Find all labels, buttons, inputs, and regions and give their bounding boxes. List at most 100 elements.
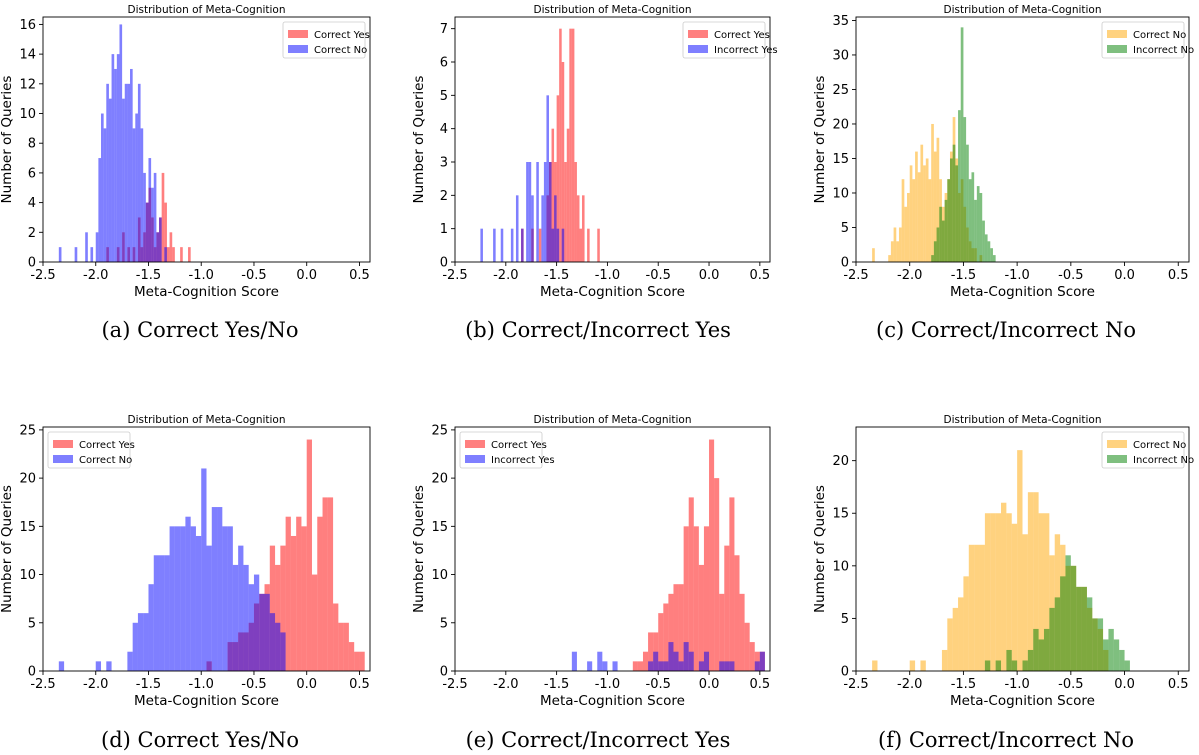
histogram-bar xyxy=(1038,513,1044,671)
histogram-bar xyxy=(248,584,254,671)
legend: Correct No Incorrect No xyxy=(1101,21,1194,59)
histogram-bar xyxy=(1033,628,1039,671)
histogram-bar xyxy=(554,195,557,262)
histogram-bar xyxy=(724,545,730,671)
x-tick-label: -1.5 xyxy=(136,268,161,283)
x-axis-label: Meta-Cognition Score xyxy=(540,284,685,300)
histogram-bar xyxy=(1011,660,1018,671)
histogram-bar xyxy=(95,661,102,671)
y-tick-label: 25 xyxy=(431,423,448,438)
x-tick-label: 0.0 xyxy=(296,677,317,692)
legend: Correct No Incorrect No xyxy=(1101,431,1194,469)
histogram-bar xyxy=(1006,649,1012,671)
x-tick-label: -2.5 xyxy=(843,268,868,283)
histogram-bar xyxy=(116,54,120,262)
histogram-bar xyxy=(569,28,572,262)
chart-panel-4: -2.5 -2.0 -1.5 -1.0 -0.5 0.0 0.5 0 5 10 15 20 25 Dist… xyxy=(411,414,771,709)
axes-frame xyxy=(42,426,371,672)
histogram-bar xyxy=(275,564,281,671)
chart-panel-0: -2.5 -2.0 -1.5 -1.0 -0.5 0.0 0.5 0 2 4 6 8 10 12 14 16 D… xyxy=(0,4,371,300)
histogram-bar xyxy=(907,192,910,262)
histogram-bar xyxy=(1065,555,1071,671)
y-tick-label: 10 xyxy=(832,186,849,201)
y-tick-label: 20 xyxy=(19,472,36,487)
histogram-bar xyxy=(658,613,664,671)
histogram-bar xyxy=(480,228,483,262)
x-axis-label: Meta-Cognition Score xyxy=(134,693,279,709)
histogram-bar xyxy=(632,661,638,671)
histogram-bar xyxy=(668,593,674,671)
histogram-bar xyxy=(172,247,175,262)
histogram-bar xyxy=(955,165,959,262)
x-tick-label: -2.5 xyxy=(30,677,55,692)
histogram-bar xyxy=(719,661,725,671)
axes-frame xyxy=(855,426,1190,672)
y-tick-label: 10 xyxy=(19,107,36,122)
x-axis-label: Meta-Cognition Score xyxy=(950,693,1095,709)
histogram-bar xyxy=(58,247,62,262)
histogram-bar xyxy=(566,128,570,262)
histogram-bar xyxy=(108,98,112,263)
histogram-bar xyxy=(966,144,969,262)
x-tick-label: 0.0 xyxy=(1114,677,1135,692)
histogram-bar xyxy=(551,128,555,262)
y-tick-label: 15 xyxy=(431,520,448,535)
histogram-bar xyxy=(1043,513,1050,671)
histogram-bar xyxy=(556,228,560,262)
histogram-bar xyxy=(359,651,365,671)
legend-label: Correct No xyxy=(314,45,367,56)
chart-title: Distribution of Meta-Cognition xyxy=(943,414,1101,426)
histogram-bar xyxy=(678,584,684,671)
histogram-bar xyxy=(130,68,133,262)
x-tick-label: -2.0 xyxy=(897,677,922,692)
histogram-bar xyxy=(95,232,99,262)
legend-label: Correct No xyxy=(1133,30,1186,41)
histogram-bar xyxy=(979,544,985,671)
legend-swatch xyxy=(288,30,308,38)
x-tick-label: -1.0 xyxy=(595,677,620,692)
histogram-bar xyxy=(124,83,128,263)
histogram-bar xyxy=(759,651,765,671)
x-tick-label: -0.5 xyxy=(241,677,266,692)
histogram-bar xyxy=(269,545,276,671)
x-tick-label: -2.5 xyxy=(442,268,467,283)
histogram-bar xyxy=(888,255,891,262)
histogram-bar xyxy=(536,162,539,262)
histogram-bar xyxy=(579,228,583,262)
histogram-bar xyxy=(1076,586,1082,671)
histogram-bar xyxy=(982,220,985,262)
y-tick-label: 15 xyxy=(832,152,849,167)
histogram-bar xyxy=(648,661,654,671)
histogram-bar xyxy=(538,228,542,262)
x-tick-label: -2.0 xyxy=(897,268,922,283)
histogram-bar xyxy=(947,618,953,671)
histogram-bar xyxy=(872,248,875,262)
y-tick-label: 25 xyxy=(832,83,849,98)
x-tick-label: -0.5 xyxy=(646,268,671,283)
histogram-bar xyxy=(556,95,560,262)
axes-frame xyxy=(855,16,1190,263)
y-tick-label: 30 xyxy=(832,48,849,63)
x-tick-label: 0.0 xyxy=(1114,268,1135,283)
y-axis-label: Number of Queries xyxy=(411,76,427,204)
axes-frame xyxy=(454,426,771,672)
x-tick-label: -1.0 xyxy=(1004,268,1029,283)
histogram-bar xyxy=(749,642,755,671)
histogram-bar xyxy=(1043,628,1050,671)
x-axis-label: Meta-Cognition Score xyxy=(950,284,1095,300)
histogram-bar xyxy=(709,439,715,671)
histogram-bar xyxy=(227,526,233,671)
histogram-bar xyxy=(280,545,286,671)
histogram-bar xyxy=(264,593,270,671)
histogram-bar xyxy=(703,526,710,671)
histogram-bar xyxy=(541,195,544,262)
chart-title: Distribution of Meta-Cognition xyxy=(127,414,285,426)
histogram-bar xyxy=(153,172,157,262)
legend-label: Incorrect No xyxy=(1133,45,1194,56)
histogram-bar xyxy=(222,526,228,671)
histogram-bar xyxy=(923,165,926,262)
axes-frame xyxy=(454,16,771,263)
x-tick-label: -1.0 xyxy=(189,677,214,692)
x-tick-label: -2.0 xyxy=(83,268,108,283)
histogram-bar xyxy=(744,622,750,671)
